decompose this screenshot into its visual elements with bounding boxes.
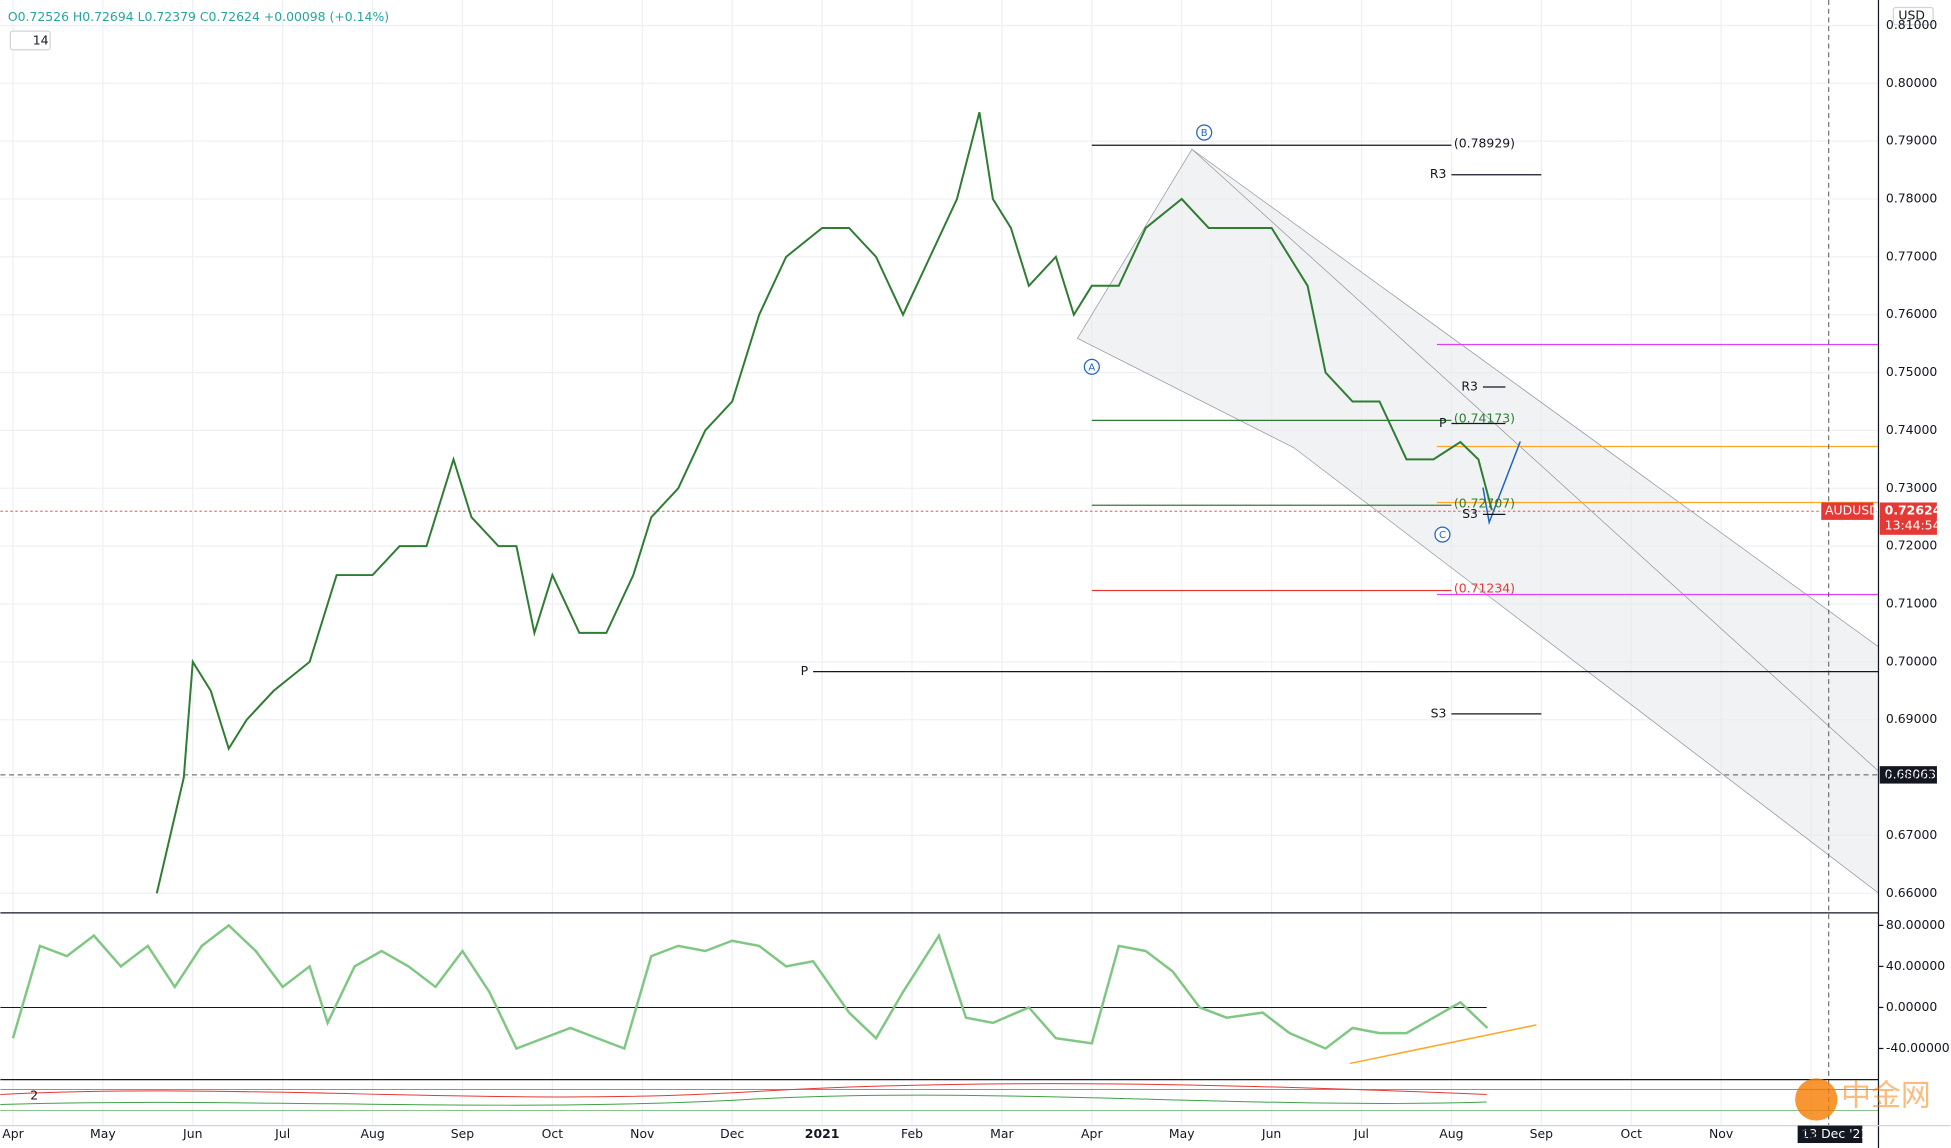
y-tick-label: 0.80000 [1886,75,1937,90]
level-label: (0.72707) [1454,495,1515,510]
level-label: P [801,663,809,678]
y-tick-label: 0.73000 [1886,480,1937,495]
y-tick-label: 0.72000 [1886,538,1937,553]
x-tick-label: Oct [542,1126,564,1141]
y-tick-label: 0.69000 [1886,711,1937,726]
x-tick-label: Dec [720,1126,744,1141]
x-tick-label: Jun [182,1126,202,1141]
last-price: 0.72624 [1885,503,1942,518]
crosshair-date-tag [1797,1125,1863,1144]
x-tick-label: Dec [1799,1126,1823,1141]
wave-marker [1434,526,1451,543]
y-tick-label: 0.76000 [1886,306,1937,321]
x-tick-label: Jul [274,1126,290,1141]
x-tick-label: Aug [360,1126,384,1141]
osc-tick-label: 80.00000 [1886,917,1945,932]
price-tag [1879,502,1937,535]
plot: 0.66000 0.67000 0.68000 0.69000 0.70000 0.710… [2,17,1950,1141]
y-tick-label: 0.66000 [1886,885,1937,900]
period: 14 [33,33,49,48]
oscillator-line [11,923,1489,1051]
y-tick-label: 0.68000 [1886,769,1937,784]
x-tick-label: Jun [1261,1126,1281,1141]
x-tick-label: 2021 [805,1126,840,1141]
level-label: R3 [1430,166,1447,181]
lower-line [0,1083,1487,1098]
x-tick-label: Aug [1439,1126,1463,1141]
projection-arrow [1482,441,1521,526]
channel-median [1191,148,1879,772]
level-label: S3 [1462,506,1478,521]
osc-tick-label: 40.00000 [1886,958,1945,973]
x-tick-label: Jul [1353,1126,1369,1141]
price-line [155,111,1493,894]
level-label: S3 [1431,705,1447,720]
crosshair-price: 0.68063 [1885,766,1936,781]
x-tick-label: May [1169,1126,1195,1141]
lower-line [0,1094,1487,1106]
level-label: R3 [1461,379,1478,394]
x-tick-label: Nov [630,1126,654,1141]
level-label: (0.74173) [1454,411,1515,426]
wave-label: B [1201,128,1208,139]
ohlc-header: O0.72526 H0.72694 L0.72379 C0.72624 +0.0… [8,9,389,24]
wave-label: C [1439,530,1446,541]
y-tick-label: 0.79000 [1886,133,1937,148]
symbol-tag [1821,502,1874,520]
wave-marker [1083,358,1100,375]
wave-marker [1196,124,1213,141]
x-tick-label: Sep [451,1126,475,1141]
currency-box[interactable] [1892,6,1934,26]
crosshair-tag [1879,766,1937,784]
grid [0,0,1879,1126]
wave-label: A [1088,362,1095,373]
y-tick-label: 0.77000 [1886,248,1937,263]
y-tick-label: 0.70000 [1886,653,1937,668]
x-tick-label: Apr [1081,1126,1103,1141]
osc-tick-label: -40.00000 [1886,1040,1950,1055]
x-tick-label: Mar [990,1126,1014,1141]
x-tick-label: Sep [1530,1126,1554,1141]
pane2-period: 2 [30,1087,38,1102]
x-tick-label: Apr [2,1126,24,1141]
crosshair-date: 13 Dec '21 [1801,1126,1868,1141]
level-label: (0.78929) [1454,136,1515,151]
watermark: 中金网 [1841,1079,1931,1114]
y-tick-label: 0.81000 [1886,17,1937,32]
x-tick-label: Nov [1709,1126,1733,1141]
lower-pane [0,1083,1879,1112]
countdown: 13:44:54 [1885,518,1941,533]
y-tick-label: 0.74000 [1886,422,1937,437]
currency: USD [1898,8,1925,23]
level-label: P [1439,415,1447,430]
y-tick-label: 0.78000 [1886,191,1937,206]
x-tick-label: May [90,1126,116,1141]
y-tick-label: 0.67000 [1886,827,1937,842]
symbol: AUDUSD [1825,503,1879,518]
divergence-line [1349,1024,1537,1065]
period-box[interactable] [9,30,51,51]
level-label: (0.71234) [1454,581,1515,596]
y-tick-label: 0.71000 [1886,595,1937,610]
watermark-logo [1795,1078,1838,1121]
x-tick-label: Feb [901,1126,923,1141]
x-tick-label: Oct [1620,1126,1642,1141]
osc-tick-label: 0.00000 [1886,999,1937,1014]
y-tick-label: 0.75000 [1886,364,1937,379]
